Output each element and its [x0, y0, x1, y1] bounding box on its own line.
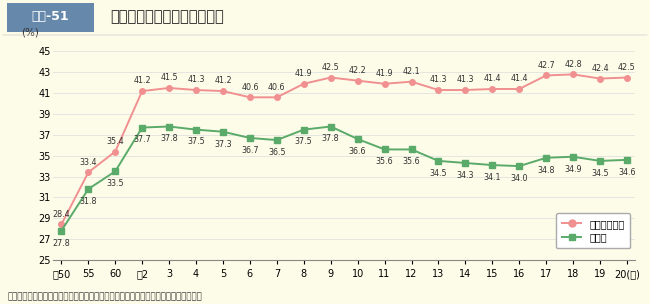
外食率 [381, 148, 389, 151]
FancyBboxPatch shape [6, 3, 94, 32]
食の外部化率 [354, 79, 361, 82]
食の外部化率 [623, 76, 631, 79]
食の外部化率 [192, 88, 200, 92]
Text: 36.6: 36.6 [349, 147, 367, 156]
外食率 [246, 136, 254, 140]
Text: 34.6: 34.6 [618, 168, 636, 177]
食の外部化率 [462, 88, 469, 92]
外食率 [219, 130, 227, 133]
Text: 41.2: 41.2 [214, 76, 232, 85]
Text: 41.9: 41.9 [376, 69, 393, 78]
外食率 [435, 159, 443, 163]
Text: 42.2: 42.2 [349, 66, 367, 75]
外食率 [569, 155, 577, 159]
Text: 41.3: 41.3 [430, 75, 447, 84]
食の外部化率 [138, 89, 146, 93]
Text: 41.9: 41.9 [295, 69, 313, 78]
Text: 37.5: 37.5 [295, 137, 313, 147]
Text: 42.5: 42.5 [322, 63, 339, 72]
食の外部化率 [165, 86, 173, 90]
Text: 37.7: 37.7 [133, 135, 151, 144]
食の外部化率 [327, 76, 335, 79]
外食率 [408, 148, 415, 151]
Text: 41.4: 41.4 [510, 74, 528, 83]
Text: 41.3: 41.3 [456, 75, 474, 84]
Text: 42.1: 42.1 [403, 67, 421, 76]
Text: 40.6: 40.6 [268, 83, 285, 92]
Text: 34.5: 34.5 [592, 169, 609, 178]
Text: 28.4: 28.4 [53, 210, 70, 219]
Text: 37.3: 37.3 [214, 140, 232, 149]
Text: 36.5: 36.5 [268, 148, 285, 157]
食の外部化率 [84, 171, 92, 174]
食の外部化率 [515, 87, 523, 91]
外食率 [623, 158, 631, 162]
外食率 [462, 161, 469, 165]
Text: 図表-51: 図表-51 [32, 10, 69, 23]
Text: 42.7: 42.7 [538, 61, 555, 70]
Text: 33.4: 33.4 [79, 158, 97, 167]
Text: 42.5: 42.5 [618, 63, 636, 72]
Text: 33.5: 33.5 [107, 179, 124, 188]
Text: 34.8: 34.8 [538, 166, 555, 174]
Text: 40.6: 40.6 [241, 83, 259, 92]
外食率 [354, 137, 361, 141]
Text: 41.4: 41.4 [484, 74, 501, 83]
外食率 [515, 164, 523, 168]
食の外部化率 [569, 73, 577, 76]
Text: 37.8: 37.8 [322, 134, 339, 143]
食の外部化率 [596, 77, 604, 80]
食の外部化率 [57, 223, 65, 226]
外食率 [138, 126, 146, 130]
Text: 35.6: 35.6 [376, 157, 393, 166]
Text: 37.5: 37.5 [187, 137, 205, 147]
外食率 [300, 128, 307, 131]
Text: 34.3: 34.3 [456, 171, 474, 180]
Text: 36.7: 36.7 [241, 146, 259, 155]
Text: 35.4: 35.4 [107, 137, 124, 146]
Text: 34.0: 34.0 [510, 174, 528, 183]
Line: 食の外部化率: 食の外部化率 [58, 72, 630, 227]
食の外部化率 [488, 87, 496, 91]
Text: 34.5: 34.5 [430, 169, 447, 178]
外食率 [596, 159, 604, 163]
外食率 [84, 187, 92, 191]
Text: 35.6: 35.6 [403, 157, 421, 166]
食の外部化率 [273, 95, 281, 99]
Text: 37.8: 37.8 [161, 134, 178, 143]
Text: 外食率、食の外部化率の推移: 外食率、食の外部化率の推移 [111, 9, 224, 24]
食の外部化率 [435, 88, 443, 92]
Text: (%): (%) [21, 28, 39, 38]
Text: 31.8: 31.8 [79, 197, 97, 206]
外食率 [488, 163, 496, 167]
Legend: 食の外部化率, 外食率: 食の外部化率, 外食率 [556, 213, 630, 248]
外食率 [192, 128, 200, 131]
Text: 42.8: 42.8 [564, 60, 582, 69]
Text: 27.8: 27.8 [53, 239, 70, 247]
Text: 41.3: 41.3 [187, 75, 205, 84]
食の外部化率 [219, 89, 227, 93]
食の外部化率 [381, 82, 389, 86]
Text: 34.9: 34.9 [564, 164, 582, 174]
Line: 外食率: 外食率 [58, 124, 630, 233]
外食率 [57, 229, 65, 233]
Text: 41.5: 41.5 [161, 73, 178, 82]
Text: 資料：（財）食の安全・安心財団附属機関外食産業総合調査研究センターによる推計: 資料：（財）食の安全・安心財団附属機関外食産業総合調査研究センターによる推計 [8, 292, 203, 301]
食の外部化率 [542, 74, 550, 77]
食の外部化率 [300, 82, 307, 86]
Text: 41.2: 41.2 [133, 76, 151, 85]
外食率 [542, 156, 550, 160]
外食率 [111, 170, 119, 173]
食の外部化率 [408, 80, 415, 84]
Text: 42.4: 42.4 [592, 64, 609, 73]
外食率 [327, 125, 335, 128]
Text: 34.1: 34.1 [484, 173, 501, 182]
外食率 [165, 125, 173, 128]
食の外部化率 [246, 95, 254, 99]
食の外部化率 [111, 150, 119, 153]
外食率 [273, 138, 281, 142]
